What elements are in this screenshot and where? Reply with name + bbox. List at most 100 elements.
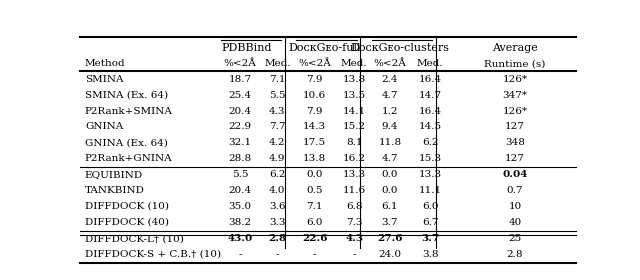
Text: 25: 25 [508,234,522,243]
Text: 9.4: 9.4 [381,122,398,131]
Text: 32.1: 32.1 [228,138,252,147]
Text: 10: 10 [508,202,522,211]
Text: 348: 348 [505,138,525,147]
Text: 14.7: 14.7 [419,91,442,100]
Text: -: - [353,250,356,259]
Text: 15.2: 15.2 [343,122,366,131]
Text: 4.3: 4.3 [346,234,364,243]
Text: TANKBIND: TANKBIND [85,186,145,195]
Text: -: - [276,250,279,259]
Text: 4.9: 4.9 [269,154,285,163]
Text: SMINA (Ex. 64): SMINA (Ex. 64) [85,91,168,100]
Text: 2.4: 2.4 [381,75,398,84]
Text: 40: 40 [508,218,522,227]
Text: 22.6: 22.6 [302,234,327,243]
Text: 28.8: 28.8 [228,154,252,163]
Text: 4.2: 4.2 [269,138,285,147]
Text: 3.7: 3.7 [381,218,398,227]
Text: 6.2: 6.2 [422,138,438,147]
Text: 0.0: 0.0 [381,186,398,195]
Text: 25.4: 25.4 [228,91,252,100]
Text: 14.1: 14.1 [343,107,366,116]
Text: -: - [313,250,316,259]
Text: -: - [239,250,242,259]
Text: 15.3: 15.3 [419,154,442,163]
Text: 6.2: 6.2 [269,170,285,179]
Text: P2Rank+GNINA: P2Rank+GNINA [85,154,173,163]
Text: 14.5: 14.5 [419,122,442,131]
Text: 18.7: 18.7 [228,75,252,84]
Text: DIFFDOCK-L† (10): DIFFDOCK-L† (10) [85,234,184,243]
Text: 0.5: 0.5 [307,186,323,195]
Text: DIFFDOCK-S + C.B.† (10): DIFFDOCK-S + C.B.† (10) [85,250,221,259]
Text: 24.0: 24.0 [378,250,401,259]
Text: 20.4: 20.4 [228,186,252,195]
Text: 4.0: 4.0 [269,186,285,195]
Text: 126*: 126* [502,107,527,116]
Text: 8.1: 8.1 [346,138,362,147]
Text: 7.1: 7.1 [269,75,285,84]
Text: 7.9: 7.9 [307,75,323,84]
Text: %<2Å: %<2Å [374,59,406,68]
Text: GNINA (Ex. 64): GNINA (Ex. 64) [85,138,168,147]
Text: 127: 127 [505,122,525,131]
Text: 7.3: 7.3 [346,218,362,227]
Text: Med.: Med. [417,59,444,68]
Text: 13.3: 13.3 [419,170,442,179]
Text: 3.8: 3.8 [422,250,438,259]
Text: 2.8: 2.8 [268,234,287,243]
Text: 0.0: 0.0 [307,170,323,179]
Text: %<2Å: %<2Å [298,59,331,68]
Text: 13.8: 13.8 [303,154,326,163]
Text: 11.6: 11.6 [343,186,366,195]
Text: 3.7: 3.7 [421,234,439,243]
Text: 6.0: 6.0 [422,202,438,211]
Text: 6.7: 6.7 [422,218,438,227]
Text: 3.3: 3.3 [269,218,285,227]
Text: 1.2: 1.2 [381,107,398,116]
Text: 7.7: 7.7 [269,122,285,131]
Text: 16.4: 16.4 [419,107,442,116]
Text: 13.5: 13.5 [343,91,366,100]
Text: 14.3: 14.3 [303,122,326,131]
Text: 38.2: 38.2 [228,218,252,227]
Text: DᴏᴄᴋGᴇᴏ-clusters: DᴏᴄᴋGᴇᴏ-clusters [351,43,449,53]
Text: 2.8: 2.8 [507,250,524,259]
Text: 11.8: 11.8 [378,138,401,147]
Text: 17.5: 17.5 [303,138,326,147]
Text: P2Rank+SMINA: P2Rank+SMINA [85,107,173,116]
Text: 35.0: 35.0 [228,202,252,211]
Text: 127: 127 [505,154,525,163]
Text: 4.3: 4.3 [269,107,285,116]
Text: Average: Average [492,43,538,53]
Text: 20.4: 20.4 [228,107,252,116]
Text: GNINA: GNINA [85,122,124,131]
Text: 27.6: 27.6 [377,234,403,243]
Text: 126*: 126* [502,75,527,84]
Text: 22.9: 22.9 [228,122,252,131]
Text: 7.1: 7.1 [307,202,323,211]
Text: 16.4: 16.4 [419,75,442,84]
Text: Method: Method [85,59,125,68]
Text: 6.0: 6.0 [307,218,323,227]
Text: DᴏᴄᴋGᴇᴏ-full: DᴏᴄᴋGᴇᴏ-full [288,43,361,53]
Text: 347*: 347* [502,91,527,100]
Text: 43.0: 43.0 [228,234,253,243]
Text: PDBBind: PDBBind [221,43,271,53]
Text: 3.6: 3.6 [269,202,285,211]
Text: 6.8: 6.8 [346,202,362,211]
Text: 0.0: 0.0 [381,170,398,179]
Text: 13.3: 13.3 [343,170,366,179]
Text: EQUIBIND: EQUIBIND [85,170,143,179]
Text: 0.04: 0.04 [502,170,527,179]
Text: 4.7: 4.7 [381,154,398,163]
Text: 10.6: 10.6 [303,91,326,100]
Text: 11.1: 11.1 [419,186,442,195]
Text: 7.9: 7.9 [307,107,323,116]
Text: 6.1: 6.1 [381,202,398,211]
Text: 5.5: 5.5 [269,91,285,100]
Text: DIFFDOCK (10): DIFFDOCK (10) [85,202,169,211]
Text: 16.2: 16.2 [343,154,366,163]
Text: Med.: Med. [264,59,291,68]
Text: DIFFDOCK (40): DIFFDOCK (40) [85,218,169,227]
